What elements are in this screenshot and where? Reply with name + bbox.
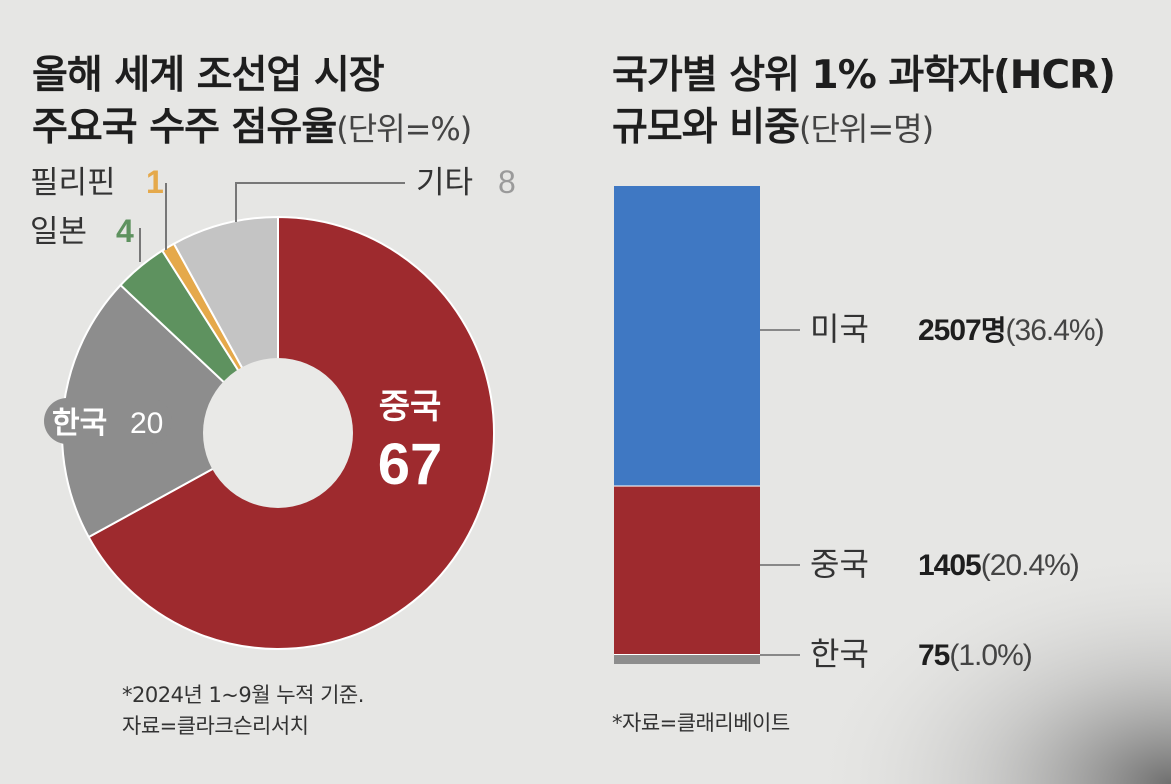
leader-other	[235, 182, 405, 222]
korea-label-pill	[44, 398, 172, 444]
bar-segment-china	[614, 486, 760, 655]
pie-chart-title: 올해 세계 조선업 시장 주요국 수주 점유율(단위=%)	[32, 50, 472, 155]
slice-label-name-korea: 한국	[52, 406, 107, 441]
bar-label-name-korea: 한국	[810, 635, 869, 673]
bar-segment-korea	[614, 655, 760, 664]
bar-label-share-korea: (1.0%)	[949, 639, 1031, 672]
bar-label-unit-usa: 명	[981, 314, 1006, 347]
donut-hole	[203, 358, 353, 508]
bar-title-unit: (단위=명)	[798, 110, 934, 148]
slice-label-name-japan: 일본	[30, 214, 87, 250]
pie-note-line1: *2024년 1~9월 누적 기준.	[122, 683, 364, 707]
bar-chart-title: 국가별 상위 1% 과학자(HCR) 규모와 비중(단위=명)	[612, 50, 1116, 155]
slice-label-name-other: 기타	[416, 165, 473, 201]
bar-title-line1: 국가별 상위 1% 과학자(HCR)	[612, 53, 1116, 98]
pie-note-line2: 자료=클라크슨리서치	[122, 714, 309, 738]
bar-label-china: 1405(20.4%)	[918, 549, 1079, 582]
bar-label-name-china: 중국	[810, 545, 869, 583]
bar-label-value-korea: 75	[918, 639, 950, 672]
pie-title-line2: 주요국 수주 점유율	[32, 105, 337, 150]
slice-label-value-china: 67	[378, 432, 443, 497]
bar-label-share-china: (20.4%)	[981, 549, 1079, 582]
bar-label-value-usa: 2507	[918, 314, 981, 347]
pie-footnote: *2024년 1~9월 누적 기준. 자료=클라크슨리서치	[122, 680, 364, 742]
slice-label-value-japan: 4	[116, 213, 134, 249]
slice-label-name-philippines: 필리핀	[30, 165, 116, 201]
bar-footnote: *자료=클래리베이트	[612, 711, 790, 735]
bar-segment-usa	[614, 186, 760, 487]
slice-label-value-korea: 20	[130, 407, 163, 440]
pie-title-unit: (단위=%)	[336, 110, 472, 148]
pie-title-line1: 올해 세계 조선업 시장	[32, 53, 385, 98]
bar-label-value-china: 1405	[918, 549, 981, 582]
slice-label-name-china: 중국	[379, 387, 442, 427]
bar-label-share-usa: (36.4%)	[1006, 314, 1104, 347]
slice-label-value-other: 8	[498, 164, 516, 200]
bar-label-korea: 75(1.0%)	[918, 639, 1032, 672]
bar-label-name-usa: 미국	[810, 310, 869, 348]
bar-label-usa: 2507명(36.4%)	[918, 314, 1104, 347]
slice-label-value-philippines: 1	[146, 164, 164, 200]
bar-title-line2: 규모와 비중	[612, 105, 800, 150]
